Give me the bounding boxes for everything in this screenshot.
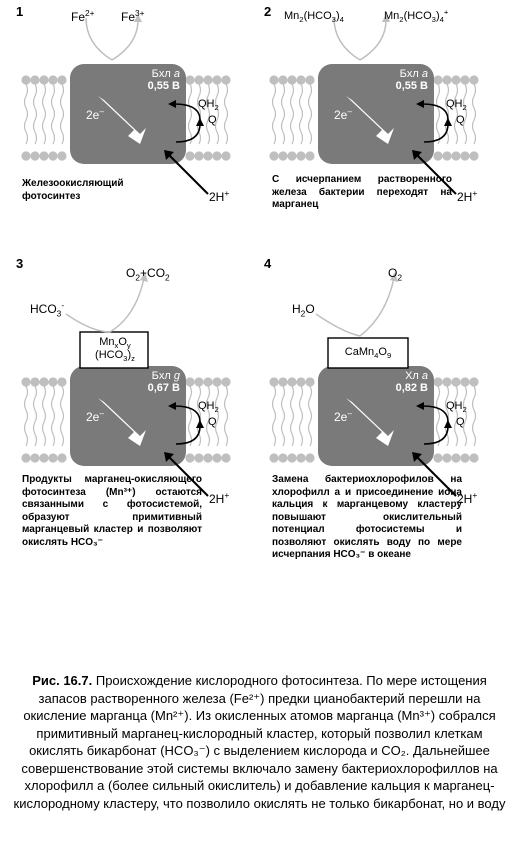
p2-top-left: Mn2(HCO3)4	[284, 10, 344, 22]
p3-caption: Продукты марганец-окисляющего фотосинтез…	[22, 474, 202, 549]
p1-2h: 2H+	[209, 190, 229, 204]
p3-whitebox: MnxOy (HCO3)z	[90, 336, 140, 362]
p2-top-right: Mn2(HCO3)4+	[384, 10, 448, 22]
p2-2e: 2e–	[334, 108, 352, 122]
panel-2: 2	[264, 4, 514, 234]
panel-1: 1	[16, 4, 256, 234]
figure-caption: Рис. 16.7. Происхождение кислородного фо…	[10, 672, 509, 812]
p3-top: O2+CO2	[126, 266, 170, 280]
p4-top: O2	[388, 266, 402, 280]
p4-qh2: QH2	[446, 400, 467, 412]
p1-top-left: Fe2+	[71, 10, 95, 24]
p1-top-right: Fe3+	[121, 10, 145, 24]
p3-left-in: HCO3-	[30, 302, 64, 316]
p3-qh2: QH2	[198, 400, 219, 412]
p3-box-label: Бхл g 0,67 В	[120, 370, 180, 394]
p3-2e: 2e–	[86, 410, 104, 424]
p4-box-label: Хл а 0,82 В	[368, 370, 428, 394]
p1-q: Q	[208, 114, 217, 126]
panel-1-svg	[16, 4, 256, 204]
panel-3: 3	[16, 256, 256, 576]
p1-qh2: QH2	[198, 98, 219, 110]
p2-qh2: QH2	[446, 98, 467, 110]
p4-caption: Замена бактериохлорофилов на хлорофилл а…	[272, 474, 462, 562]
p2-q: Q	[456, 114, 465, 126]
p1-caption: Железоокисляющий фотосинтез	[22, 178, 182, 203]
p1-box-label: Бхл а 0,55 В	[120, 68, 180, 92]
panel-4: 4	[264, 256, 514, 576]
p4-left-in: H2O	[292, 302, 315, 316]
p3-q: Q	[208, 416, 217, 428]
p4-q: Q	[456, 416, 465, 428]
p1-2e: 2e–	[86, 108, 104, 122]
p2-2h: 2H+	[457, 190, 477, 204]
p4-2e: 2e–	[334, 410, 352, 424]
p4-whitebox: CaMn4O9	[338, 346, 398, 358]
p2-caption: С исчерпанием растворенного железа бакте…	[272, 174, 452, 212]
p2-box-label: Бхл а 0,55 В	[368, 68, 428, 92]
p3-2h: 2H+	[209, 492, 229, 506]
